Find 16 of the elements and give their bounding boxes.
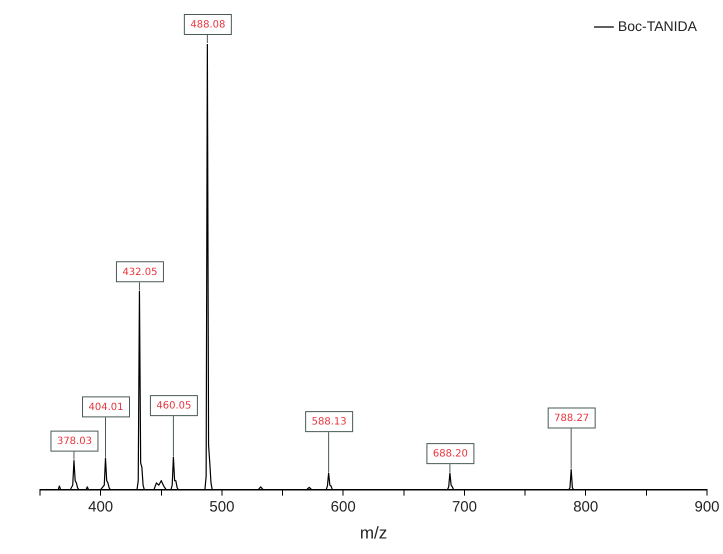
annotation: 378.03 [56, 436, 92, 448]
annotation: 788.27 [554, 413, 590, 424]
annotation: 432.05 [122, 266, 158, 278]
x-tick-label: 900 [694, 498, 720, 516]
annotation: 460.05 [156, 400, 192, 412]
x-tick-label: 500 [209, 498, 234, 516]
legend-label: Boc-TANIDA [618, 18, 698, 34]
x-axis-title: m/z [360, 523, 388, 542]
x-tick-label: 400 [88, 498, 114, 516]
annotation: 588.13 [312, 416, 347, 428]
x-tick-label: 700 [452, 498, 477, 516]
x-tick-label: 800 [573, 498, 598, 516]
annotation: 688.20 [432, 448, 468, 460]
annotation: 404.01 [88, 402, 124, 413]
x-tick-label: 600 [330, 498, 356, 516]
annotation: 488.08 [190, 20, 226, 31]
